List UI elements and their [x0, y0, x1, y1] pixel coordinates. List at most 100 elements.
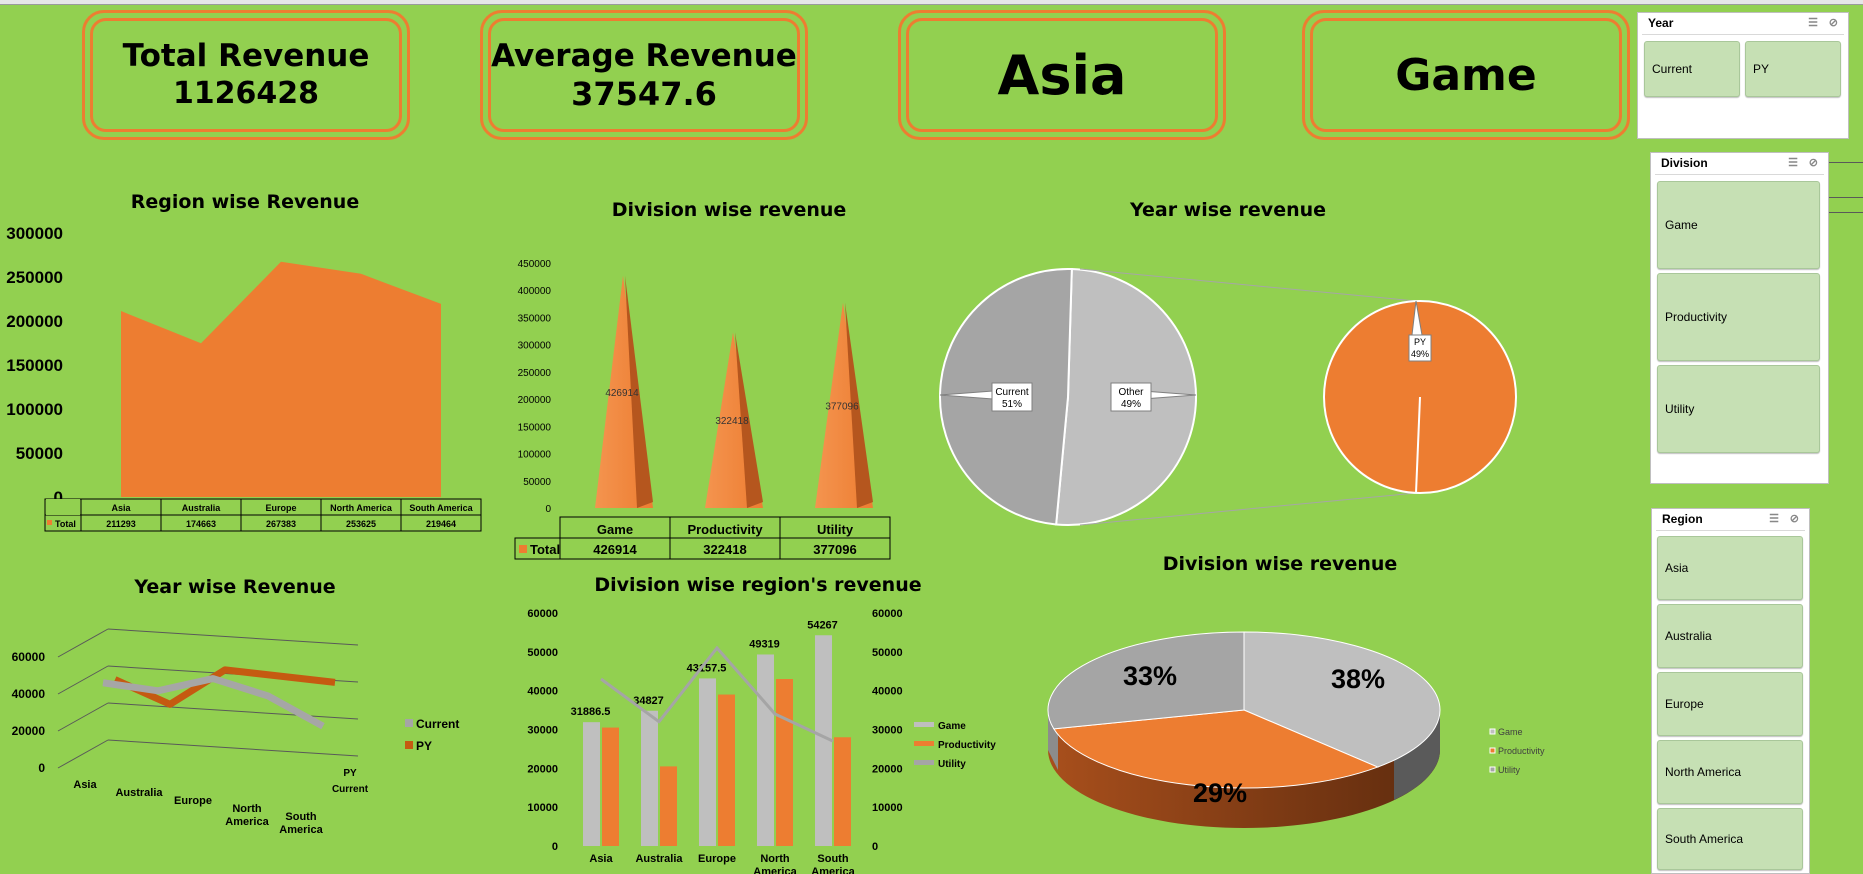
year-line-title: Year wise Revenue: [134, 576, 336, 598]
table-value: 211293: [106, 519, 136, 529]
category-label: Australia: [182, 503, 222, 513]
slicer-item-south-america[interactable]: South America: [1657, 808, 1803, 870]
region-slicer-header: Region ☰ ⊘: [1656, 509, 1805, 531]
y-tick-label-left: 40000: [527, 686, 558, 698]
y-tick-label-left: 60000: [527, 608, 558, 620]
selected-division-value: Game: [1395, 49, 1537, 101]
multi-select-icon[interactable]: ☰: [1808, 17, 1818, 29]
pie3d-percent-productivity: 29%: [1193, 778, 1247, 808]
y-tick-label: 350000: [518, 313, 552, 324]
slicer-item-utility[interactable]: Utility: [1657, 365, 1820, 453]
pie-label-current-name: Current: [995, 387, 1029, 398]
legend-label-utility: Utility: [1498, 765, 1520, 775]
slicer-item-australia[interactable]: Australia: [1657, 604, 1803, 668]
secondary-label-box: [1408, 334, 1432, 362]
total-revenue-card: Total Revenue 1126428: [82, 10, 410, 140]
total-revenue-label: Total Revenue: [122, 38, 370, 74]
bar-game-4: [815, 635, 832, 846]
y-tick-label: 200000: [6, 312, 63, 331]
selected-division-card: Game: [1302, 10, 1630, 140]
legend-key: [1489, 728, 1496, 735]
legend-key: [914, 760, 934, 765]
data-label: 49319: [749, 638, 780, 650]
pie-label-current-percent: 51%: [1002, 399, 1022, 410]
bar-game-3: [757, 654, 774, 846]
pie3d-slice-utility: [1047, 631, 1245, 730]
multi-select-icon[interactable]: ☰: [1788, 157, 1798, 169]
region-slicer-title: Region: [1662, 512, 1703, 526]
legend-label-game: Game: [938, 721, 966, 732]
y-tick-label-right: 0: [872, 841, 878, 853]
data-table-border: [559, 516, 891, 560]
gridline: [57, 665, 109, 695]
y-tick-label: 450000: [518, 259, 552, 270]
y-tick-label-left: 10000: [527, 802, 558, 814]
slicer-item-europe[interactable]: Europe: [1657, 672, 1803, 736]
y-tick-label-right: 60000: [872, 608, 903, 620]
year-slicer-header: Year ☰ ⊘: [1642, 13, 1844, 35]
legend-key: [914, 722, 934, 727]
data-label: 34827: [633, 695, 664, 707]
category-label: America: [753, 866, 797, 874]
division-slicer-title: Division: [1661, 156, 1708, 170]
line-series-utility: [600, 645, 834, 743]
data-label: 54267: [807, 619, 838, 631]
legend-key: [405, 741, 413, 749]
selected-region-value: Asia: [997, 43, 1127, 107]
bar-productivity-2: [718, 694, 735, 846]
slicer-item-current[interactable]: Current: [1644, 41, 1740, 97]
category-label: North: [760, 853, 790, 865]
y-tick-label-right: 10000: [872, 802, 903, 814]
line-series-py: [113, 666, 336, 708]
data-table-corner: [46, 499, 80, 515]
gridline: [57, 628, 109, 658]
y-tick-label: 0: [38, 761, 45, 775]
y-tick-label: 100000: [518, 450, 552, 461]
secondary-pie-edge: [1415, 396, 1421, 494]
clear-filter-icon[interactable]: ⊘: [1808, 157, 1818, 169]
pie3d-percent-game: 38%: [1331, 664, 1385, 694]
y-tick-label-right: 40000: [872, 686, 903, 698]
y-tick-label: 250000: [6, 268, 63, 287]
multi-select-icon[interactable]: ☰: [1769, 513, 1779, 525]
bar-game-0: [583, 722, 600, 846]
y-tick-label: 60000: [12, 650, 46, 664]
pie-label-other-percent: 49%: [1121, 399, 1141, 410]
y-tick-label: 150000: [6, 356, 63, 375]
legend-label-py: PY: [416, 739, 432, 753]
data-label: 322418: [715, 416, 749, 427]
clear-filter-icon[interactable]: ⊘: [1828, 17, 1838, 29]
legend-key: [47, 520, 52, 525]
year-slicer-title: Year: [1648, 16, 1674, 30]
slicer-item-productivity[interactable]: Productivity: [1657, 273, 1820, 361]
data-label: 31886.5: [571, 706, 611, 718]
gridline: [107, 628, 359, 646]
slicer-item-py[interactable]: PY: [1745, 41, 1841, 97]
data-label: 377096: [825, 401, 859, 412]
y-tick-label-left: 0: [552, 841, 558, 853]
slicer-item-game[interactable]: Game: [1657, 181, 1820, 269]
y-tick-label: 0: [54, 488, 63, 507]
category-label: North America: [330, 503, 393, 513]
clear-filter-icon[interactable]: ⊘: [1789, 513, 1799, 525]
table-value: 426914: [593, 542, 637, 557]
bar-game-2: [699, 678, 716, 846]
slicer-item-asia[interactable]: Asia: [1657, 536, 1803, 600]
legend-label-productivity: Productivity: [938, 740, 996, 751]
gridline: [107, 702, 359, 720]
category-label: Australia: [635, 853, 683, 865]
bar-productivity-1: [660, 766, 677, 846]
category-label: Europe: [698, 853, 736, 865]
pie-label-current-box: [991, 382, 1033, 412]
line-series-current: [102, 675, 325, 730]
pie3d-slice-productivity: [1052, 709, 1380, 789]
division-slicer-header: Division ☰ ⊘: [1655, 153, 1824, 175]
legend-key: [1489, 747, 1496, 754]
legend-label-utility: Utility: [938, 759, 966, 770]
legend-key: [914, 741, 934, 746]
division-slicer: Division ☰ ⊘ Game Productivity Utility: [1650, 152, 1829, 484]
slicer-item-north-america[interactable]: North America: [1657, 740, 1803, 804]
average-revenue-label: Average Revenue: [491, 38, 797, 74]
connector-line: [1079, 268, 1417, 302]
